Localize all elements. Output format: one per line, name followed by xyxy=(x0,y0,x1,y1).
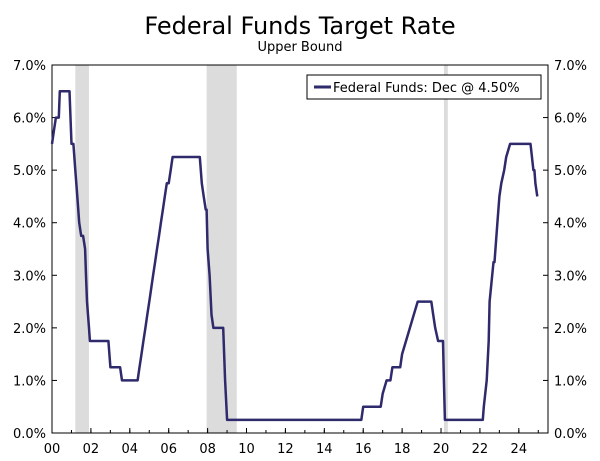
x-tick-label: 10 xyxy=(238,442,255,457)
y-tick-label-left: 4.0% xyxy=(13,217,46,232)
y-tick-label-right: 1.0% xyxy=(554,374,587,389)
y-tick-label-right: 6.0% xyxy=(554,112,587,127)
recession-band-1 xyxy=(206,65,237,433)
chart-subtitle: Upper Bound xyxy=(257,40,343,55)
x-tick-label: 04 xyxy=(122,442,139,457)
legend-label: Federal Funds: Dec @ 4.50% xyxy=(333,81,520,96)
chart-title: Federal Funds Target Rate xyxy=(144,12,456,40)
x-tick-label: 02 xyxy=(83,442,100,457)
y-tick-label-left: 0.0% xyxy=(13,427,46,442)
series-line-0 xyxy=(50,90,539,422)
y-tick-label-right: 3.0% xyxy=(554,269,587,284)
x-tick-label: 14 xyxy=(316,442,333,457)
y-tick-label-left: 3.0% xyxy=(13,269,46,284)
x-tick-label: 20 xyxy=(433,442,450,457)
y-tick-label-left: 2.0% xyxy=(13,322,46,337)
x-tick-label: 06 xyxy=(160,442,177,457)
legend-box xyxy=(306,74,542,100)
x-tick-label: 00 xyxy=(44,442,61,457)
y-tick-label-right: 2.0% xyxy=(554,322,587,337)
y-tick-label-left: 6.0% xyxy=(13,112,46,127)
x-tick-label: 08 xyxy=(199,442,216,457)
x-tick-label: 24 xyxy=(511,442,528,457)
recession-band-0 xyxy=(75,65,89,433)
axis-ticks: 0.0% 0.0% 1.0% 1.0% 2.0% 2.0% 3.0% 3.0% 4.0% 4.0%… xyxy=(13,59,587,457)
legend: Federal Funds: Dec @ 4.50% xyxy=(306,74,542,100)
y-tick-label-right: 4.0% xyxy=(554,217,587,232)
series-layer xyxy=(50,90,539,422)
y-tick-label-right: 7.0% xyxy=(554,59,587,74)
y-tick-label-left: 1.0% xyxy=(13,374,46,389)
y-tick-label-right: 5.0% xyxy=(554,164,587,179)
plot-frame xyxy=(51,64,549,434)
x-tick-label: 16 xyxy=(355,442,372,457)
x-tick-label: 18 xyxy=(394,442,411,457)
y-tick-label-left: 5.0% xyxy=(13,164,46,179)
y-tick-label-left: 7.0% xyxy=(13,59,46,74)
recession-shading xyxy=(75,65,448,433)
y-tick-label-right: 0.0% xyxy=(554,427,587,442)
recession-band-2 xyxy=(443,65,448,433)
x-tick-label: 12 xyxy=(277,442,294,457)
x-tick-label: 22 xyxy=(472,442,489,457)
